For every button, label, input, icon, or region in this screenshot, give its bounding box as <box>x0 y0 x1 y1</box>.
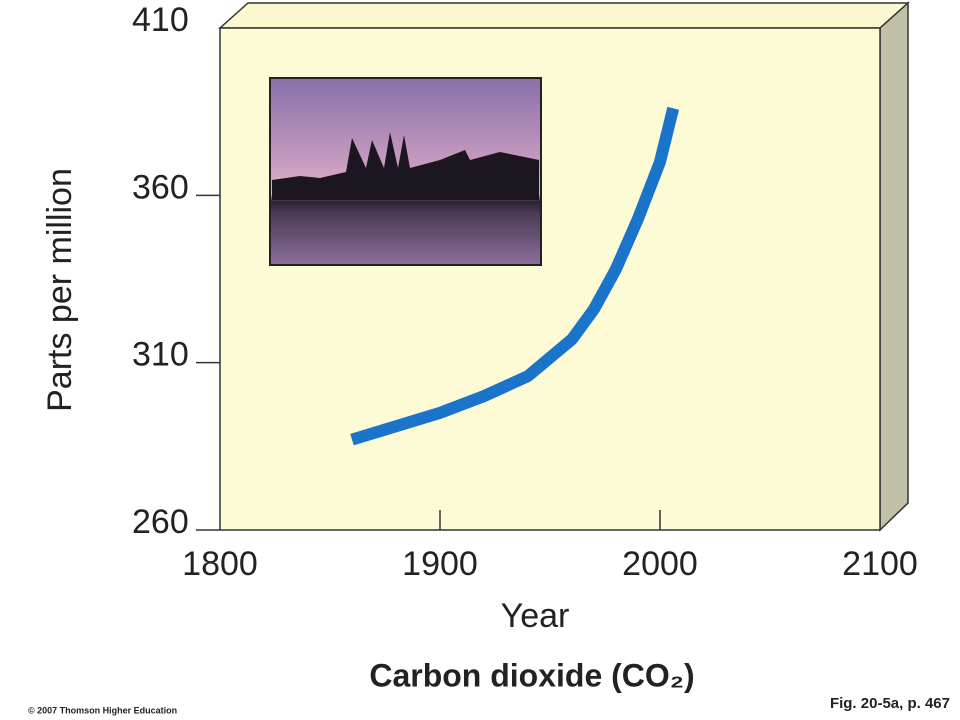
figure-ref: Fig. 20-5a, p. 467 <box>830 695 950 712</box>
y-tick-label: 310 <box>132 336 189 374</box>
x-axis-label: Year <box>501 597 570 635</box>
box-top <box>218 2 910 29</box>
credit: © 2007 Thomson Higher Education <box>28 705 177 715</box>
co2-line <box>350 106 680 446</box>
x-tick-label: 1900 <box>402 545 478 583</box>
y-axis-label: Parts per million <box>41 168 79 412</box>
y-tick-label: 410 <box>132 1 189 39</box>
box-side <box>879 1 909 532</box>
x-tick-label: 2000 <box>622 545 698 583</box>
x-tick-label: 1800 <box>182 545 258 583</box>
chart-title: Carbon dioxide (CO₂) <box>369 657 694 693</box>
x-tick-label: 2100 <box>842 545 918 583</box>
y-tick-label: 260 <box>132 503 189 541</box>
inset-photo <box>269 77 542 266</box>
y-tick-label: 360 <box>132 168 189 206</box>
